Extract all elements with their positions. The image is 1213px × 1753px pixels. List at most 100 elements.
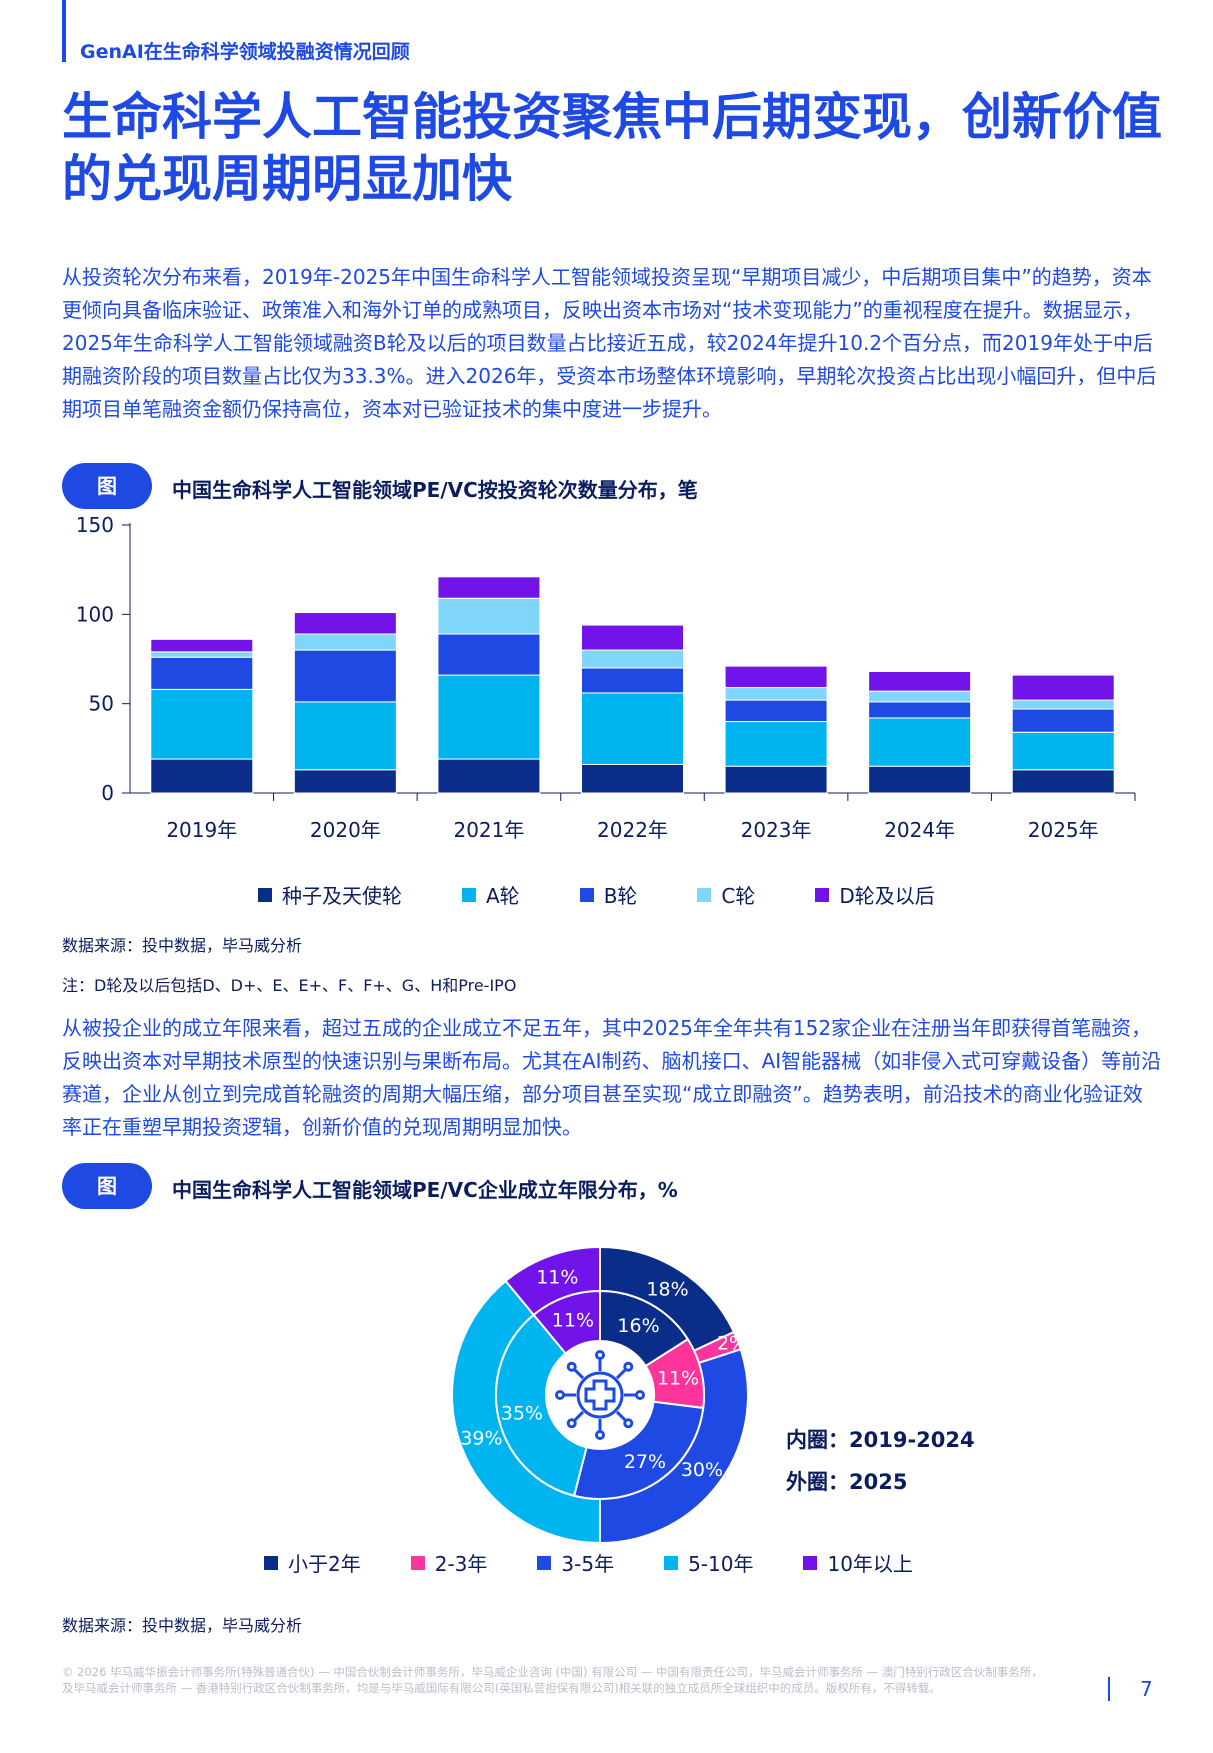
- figure-note-1: 注：D轮及以后包括D、D+、E、E+、F、F+、G、H和Pre-IPO: [62, 976, 517, 995]
- inner-ring-label: 11%: [552, 1310, 594, 1332]
- donut-chart: 18%2%30%39%11%16%11%27%35%11%: [451, 1245, 749, 1545]
- bar-segment: [1011, 708, 1115, 733]
- bar-segment: [293, 701, 397, 771]
- bar-segment: [1011, 699, 1115, 710]
- y-tick-label: 100: [76, 602, 114, 626]
- bar-segment: [581, 624, 684, 651]
- legend-label: 3-5年: [561, 1552, 615, 1576]
- inner-ring-label: 27%: [624, 1451, 666, 1473]
- legend-item: B轮: [579, 880, 638, 909]
- footer-divider: [1108, 1677, 1110, 1701]
- bar-segment: [437, 674, 541, 760]
- bar-segment: [293, 612, 397, 635]
- legend-item: A轮: [462, 880, 520, 909]
- bar-segment: [293, 769, 397, 794]
- inner-ring-slice: [572, 1400, 705, 1500]
- legend-swatch: [537, 1555, 552, 1570]
- bar-segment: [581, 692, 684, 765]
- legend-label: A轮: [486, 884, 520, 908]
- outer-ring-label: 11%: [536, 1266, 578, 1288]
- bar-segment: [581, 667, 684, 694]
- page-title: 生命科学人工智能投资聚焦中后期变现，创新价值的兑现周期明显加快: [62, 88, 1162, 208]
- legend-swatch: [258, 887, 272, 902]
- legend-swatch: [410, 1555, 425, 1570]
- bar-segment: [1011, 769, 1115, 794]
- legend-item: 3-5年: [537, 1548, 614, 1577]
- bar-segment: [868, 717, 972, 767]
- legend-swatch: [579, 887, 594, 902]
- copyright-footer: © 2026 毕马威华振会计师事务所(特殊普通合伙) — 中国合伙制会计师事务所…: [62, 1665, 1043, 1695]
- figure-source-2: 数据来源：投中数据，毕马威分析: [62, 1616, 303, 1635]
- figure-title-2: 中国生命科学人工智能领域PE/VC企业成立年限分布，%: [172, 1178, 678, 1202]
- legend-item: C轮: [697, 880, 755, 909]
- header-accent-bar: [62, 0, 66, 62]
- bar-segment: [868, 671, 972, 692]
- bar-segment: [437, 597, 541, 635]
- legend-label: 种子及天使轮: [282, 884, 402, 908]
- bar-segment: [724, 721, 828, 767]
- x-tick-label: 2023年: [741, 818, 812, 842]
- bar-segment: [868, 765, 972, 794]
- bar-segment: [1011, 731, 1115, 771]
- legend-item: 10年以上: [803, 1548, 913, 1577]
- donut-chart-legend: 小于2年 2-3年 3-5年 5-10年 10年以上: [264, 1548, 963, 1577]
- x-tick-label: 2022年: [597, 818, 668, 842]
- outer-ring-note: 外圈：2025: [786, 1470, 908, 1494]
- outer-ring-label: 30%: [681, 1459, 723, 1481]
- bar-segment: [724, 665, 828, 689]
- bar-segment: [150, 638, 254, 653]
- legend-label: 5-10年: [688, 1552, 754, 1576]
- x-tick-label: 2019年: [166, 818, 237, 842]
- medical-cross-icon: [555, 1350, 645, 1440]
- legend-swatch: [697, 887, 712, 902]
- bar-segment: [724, 765, 828, 794]
- bar-segment: [581, 649, 684, 669]
- legend-item: D轮及以后: [815, 880, 935, 909]
- x-tick-label: 2024年: [884, 818, 955, 842]
- bar-segment: [293, 633, 397, 651]
- bar-segment: [437, 758, 541, 794]
- legend-label: 10年以上: [827, 1552, 913, 1576]
- legend-label: 小于2年: [288, 1552, 361, 1576]
- body-paragraph-1: 从投资轮次分布来看，2019年-2025年中国生命科学人工智能领域投资呈现“早期…: [62, 265, 1157, 421]
- legend-swatch: [462, 887, 476, 902]
- legend-item: 种子及天使轮: [258, 880, 402, 909]
- bar-segment: [1011, 674, 1115, 701]
- y-tick-label: 0: [101, 781, 114, 805]
- outer-ring-label: 18%: [646, 1279, 688, 1301]
- figure-badge-1: 图: [62, 463, 152, 509]
- legend-label: C轮: [721, 884, 756, 908]
- x-tick-label: 2020年: [310, 818, 381, 842]
- bar-chart: 0 50 100 150 2019年 2020年 2021年 2022年 2023年 2024年 2…: [76, 515, 1136, 842]
- y-tick-label: 50: [89, 692, 114, 716]
- legend-label: D轮及以后: [839, 884, 935, 908]
- bar-segment: [724, 687, 828, 701]
- bar-segment: [437, 633, 541, 676]
- y-tick-label: 150: [76, 515, 114, 537]
- x-tick-label: 2025年: [1028, 818, 1099, 842]
- legend-item: 5-10年: [664, 1548, 753, 1577]
- inner-ring-slice: [495, 1313, 588, 1497]
- legend-label: 2-3年: [434, 1552, 488, 1576]
- bar-segment: [150, 651, 254, 658]
- body-paragraph-2: 从被投企业的成立年限来看，超过五成的企业成立不足五年，其中2025年全年共有15…: [62, 1016, 1162, 1139]
- legend-label: B轮: [603, 884, 638, 908]
- figure-badge-2: 图: [62, 1163, 152, 1209]
- bar-segment: [293, 649, 397, 703]
- outer-ring-label: 39%: [460, 1428, 502, 1450]
- bar-segment: [150, 758, 254, 794]
- bar-segment: [437, 576, 541, 599]
- page-number: 7: [1140, 1677, 1153, 1701]
- x-tick-label: 2021年: [453, 818, 524, 842]
- inner-ring-note: 内圈：2019-2024: [786, 1428, 975, 1452]
- inner-ring-label: 11%: [657, 1368, 699, 1390]
- figure-source-1: 数据来源：投中数据，毕马威分析: [62, 936, 303, 955]
- inner-ring-label: 35%: [501, 1402, 543, 1424]
- legend-swatch: [803, 1555, 818, 1570]
- inner-ring-label: 16%: [617, 1315, 659, 1337]
- bar-segment: [150, 656, 254, 690]
- legend-swatch: [264, 1555, 278, 1570]
- inner-ring-slice: [532, 1289, 601, 1355]
- legend-swatch: [815, 887, 830, 902]
- bar-segment: [868, 690, 972, 703]
